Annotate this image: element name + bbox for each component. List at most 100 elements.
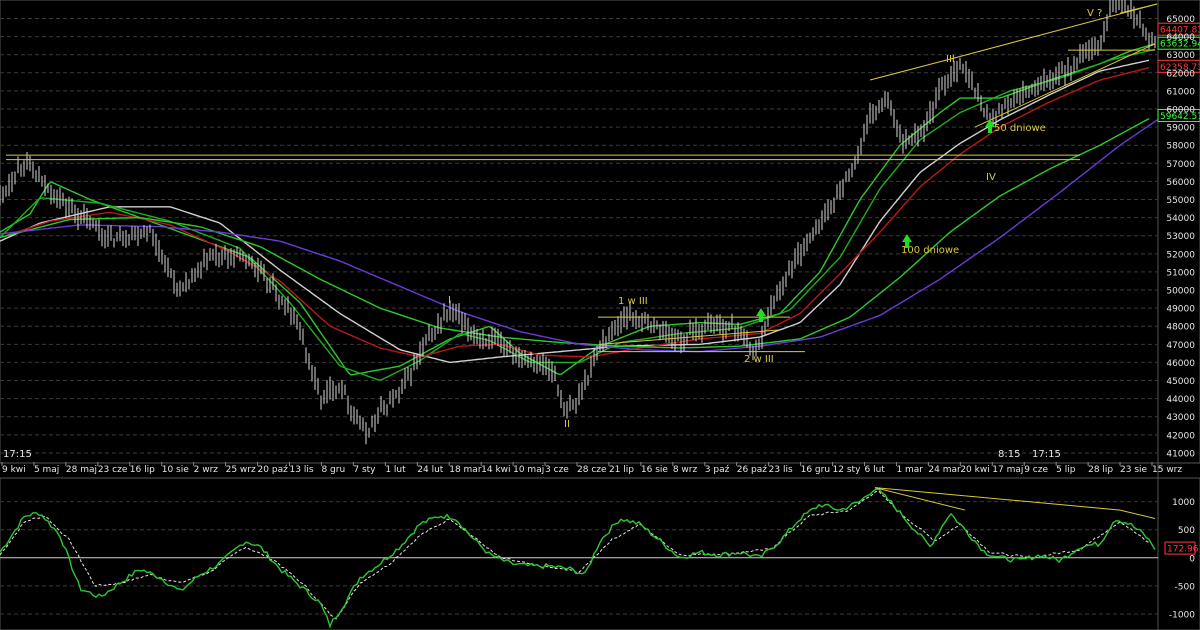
x-tick-label: 23 sie	[1120, 465, 1148, 475]
osc-y-tick-label: -1000	[1169, 610, 1195, 620]
wave-label-i: I	[448, 295, 451, 306]
divergence-line	[874, 487, 1121, 511]
x-tick-label: 5 maj	[34, 465, 59, 475]
y-tick-label: 48000	[1166, 323, 1195, 333]
wave-label-iii: III	[946, 54, 955, 65]
x-tick-label: 16 gru	[801, 465, 830, 475]
x-tick-label: 25 wrz	[226, 465, 256, 475]
x-tick-label: 8 gru	[321, 465, 345, 475]
osc-y-tick-label: 0	[1189, 554, 1195, 564]
y-tick-label: 63000	[1166, 51, 1195, 61]
trend-line	[599, 329, 781, 345]
x-tick-label: 20 paź	[258, 465, 289, 475]
osc-value-label: 172.96	[1167, 545, 1199, 555]
time-label-mid-a: 8:15	[998, 449, 1020, 460]
osc-y-tick-label: 500	[1178, 526, 1195, 536]
x-tick-label: 28 maj	[66, 465, 97, 475]
time-label-mid-b: 17:15	[1032, 449, 1061, 460]
x-tick-label: 1 mar	[896, 465, 923, 475]
wave-label-v: V ?	[1087, 8, 1102, 19]
y-tick-label: 54000	[1166, 214, 1195, 224]
x-tick-label: 1 lut	[385, 465, 406, 475]
y-tick-label: 49000	[1166, 305, 1195, 315]
x-tick-label: 28 lip	[1088, 465, 1113, 475]
arrow-up-icon	[902, 234, 912, 248]
x-tick-label: 17 maj	[992, 465, 1023, 475]
price-label-box	[1157, 36, 1200, 50]
x-tick-label: 23 cze	[98, 465, 128, 475]
divergence-line	[1119, 509, 1156, 519]
price-label: 64407.83	[1160, 26, 1200, 36]
arrow-up-icon	[756, 308, 766, 322]
x-tick-label: 24 lut	[417, 465, 444, 475]
x-tick-label: 21 lip	[609, 465, 634, 475]
y-tick-label: 52000	[1166, 250, 1195, 260]
y-tick-label: 56000	[1166, 178, 1195, 188]
y-tick-label: 65000	[1166, 15, 1195, 25]
y-tick-label: 60000	[1166, 105, 1195, 115]
y-tick-label: 43000	[1166, 413, 1195, 423]
x-tick-label: 26 paź	[737, 465, 768, 475]
x-tick-label: 8 wrz	[673, 465, 698, 475]
label-2-w-iii: 2 w III	[744, 354, 774, 365]
x-tick-label: 16 lip	[130, 465, 155, 475]
x-tick-label: 16 sie	[641, 465, 669, 475]
arrow-up-icon	[985, 119, 995, 133]
price-label-box	[1157, 59, 1200, 73]
label-ma50: 50 dniowe	[994, 123, 1046, 134]
y-tick-label: 55000	[1166, 196, 1195, 206]
y-tick-label: 64000	[1166, 33, 1195, 43]
x-tick-label: 2 wrz	[194, 465, 219, 475]
osc-y-tick-label: 1000	[1172, 498, 1195, 508]
wave-label-ii: II	[564, 419, 570, 430]
label-1-w-iii: 1 w III	[618, 296, 648, 307]
x-tick-label: 7 sty	[353, 465, 376, 475]
price-labels: 64407.83 63632.94 62358.71 59642.57 172.96	[1157, 22, 1200, 555]
x-tick-label: 9 kwi	[2, 465, 26, 475]
oscillator-series	[0, 487, 1156, 629]
divergence-line	[874, 487, 966, 511]
price-label: 62358.71	[1160, 63, 1200, 73]
oscillator-grid	[0, 501, 1158, 615]
price-label-box	[1157, 22, 1200, 36]
x-tick-label: 14 kwi	[481, 465, 510, 475]
y-tick-label: 62000	[1166, 69, 1195, 79]
y-tick-label: 41000	[1166, 449, 1195, 459]
osc-y-tick-label: -500	[1175, 582, 1196, 592]
trend-line	[869, 56, 961, 81]
wave-label-iv: IV	[986, 172, 996, 183]
price-series	[0, 0, 1159, 445]
osc-value-box	[1164, 541, 1196, 555]
trend-line	[974, 43, 1156, 128]
y-tick-label: 53000	[1166, 232, 1195, 242]
series-oscillator	[0, 488, 1156, 629]
price-label: 63632.94	[1160, 40, 1200, 50]
x-tick-label: 24 mar	[928, 465, 961, 475]
series-ma_white	[0, 59, 1150, 364]
x-tick-label: 23 lis	[769, 465, 793, 475]
label-ma100: 100 dniowe	[901, 245, 959, 256]
time-label-left: 17:15	[3, 449, 32, 460]
y-tick-label: 61000	[1166, 87, 1195, 97]
x-tick-label: 28 cze	[577, 465, 607, 475]
x-tick-label: 12 sty	[833, 465, 862, 475]
price-label-box	[1157, 108, 1200, 122]
y-tick-label: 50000	[1166, 287, 1195, 297]
y-tick-label: 44000	[1166, 395, 1195, 405]
trend-line	[1119, 3, 1158, 14]
y-tick-label: 47000	[1166, 341, 1195, 351]
y-axis-ticks: 41000 42000 43000 44000 45000 46000 47000 48000…	[1166, 15, 1195, 459]
y-tick-label: 51000	[1166, 268, 1195, 278]
price-label: 59642.57	[1160, 112, 1200, 122]
x-tick-label: 18 mar	[449, 465, 482, 475]
x-tick-label: 3 paź	[705, 465, 730, 475]
y-tick-label: 58000	[1166, 142, 1195, 152]
y-tick-label: 45000	[1166, 377, 1195, 387]
x-tick-label: 10 sie	[162, 465, 190, 475]
y-tick-label: 42000	[1166, 431, 1195, 441]
x-tick-label: 9 cze	[1024, 465, 1048, 475]
trend-line	[959, 3, 1158, 57]
x-tick-label: 5 lip	[1056, 465, 1076, 475]
